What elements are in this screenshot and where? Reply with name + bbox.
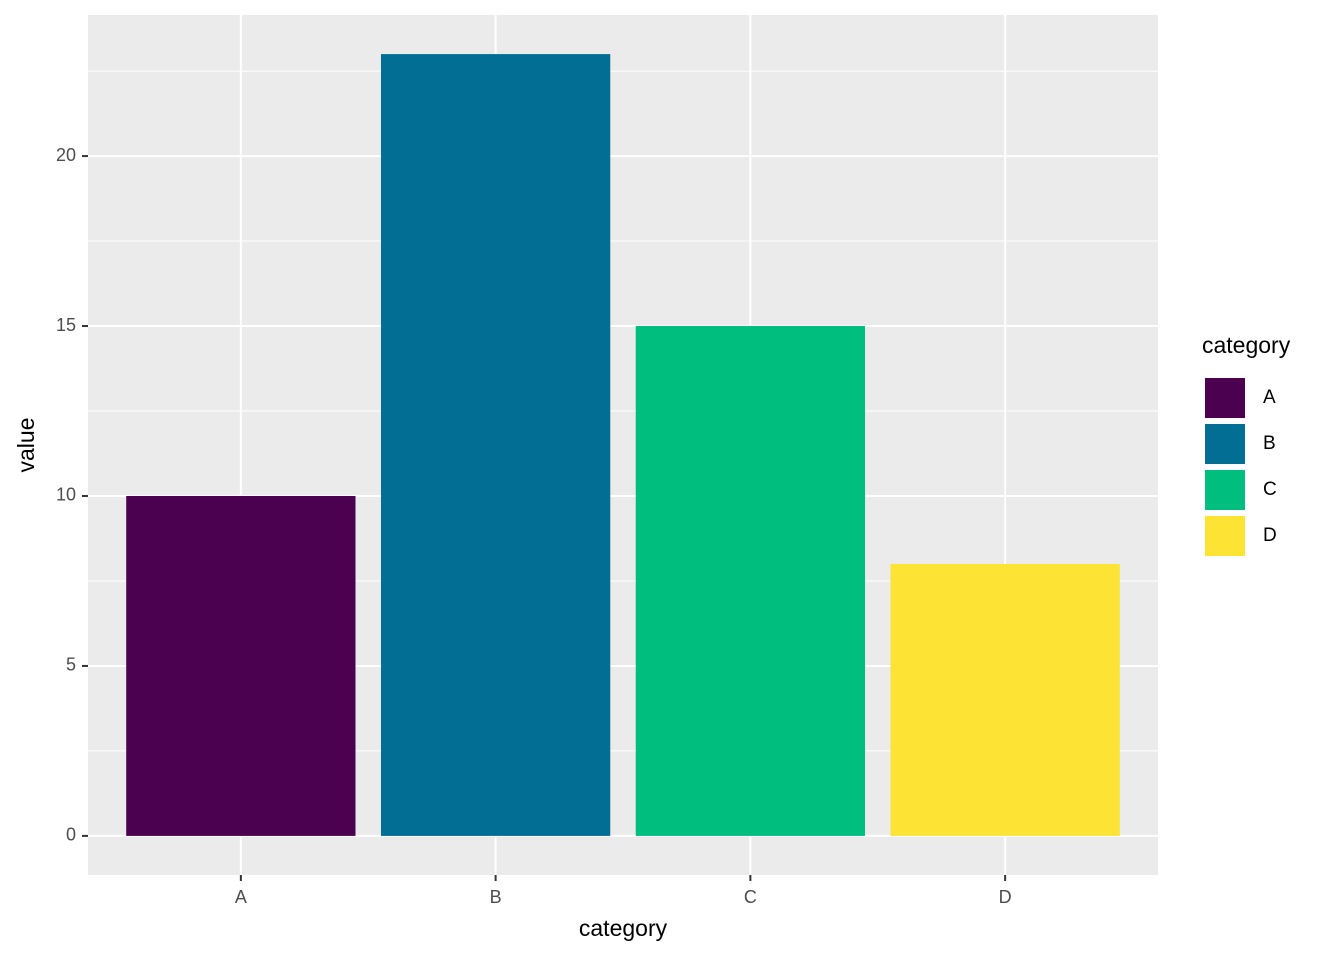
legend-label: C (1263, 479, 1277, 500)
legend-swatch (1205, 378, 1245, 418)
x-tick-label: A (235, 887, 247, 907)
bar (635, 326, 866, 836)
y-tick-label: 20 (56, 145, 76, 165)
legend-swatch (1205, 424, 1245, 464)
x-tick-label: C (744, 887, 757, 907)
y-tick-label: 10 (56, 485, 76, 505)
bar (890, 563, 1120, 836)
x-tick-label: B (490, 887, 502, 907)
legend-label: A (1263, 387, 1276, 408)
y-tick-label: 0 (66, 825, 76, 845)
legend-label: B (1263, 433, 1276, 454)
x-axis-title: category (579, 915, 668, 941)
y-tick-label: 5 (66, 655, 76, 675)
legend-label: D (1263, 525, 1277, 546)
bar (380, 54, 611, 836)
y-tick-label: 15 (56, 315, 76, 335)
legend-swatch (1205, 470, 1245, 510)
legend-title: category (1202, 332, 1291, 358)
legend-swatch (1205, 516, 1245, 556)
bar (126, 495, 356, 836)
y-axis-title: value (13, 418, 39, 473)
x-tick-label: D (999, 887, 1012, 907)
